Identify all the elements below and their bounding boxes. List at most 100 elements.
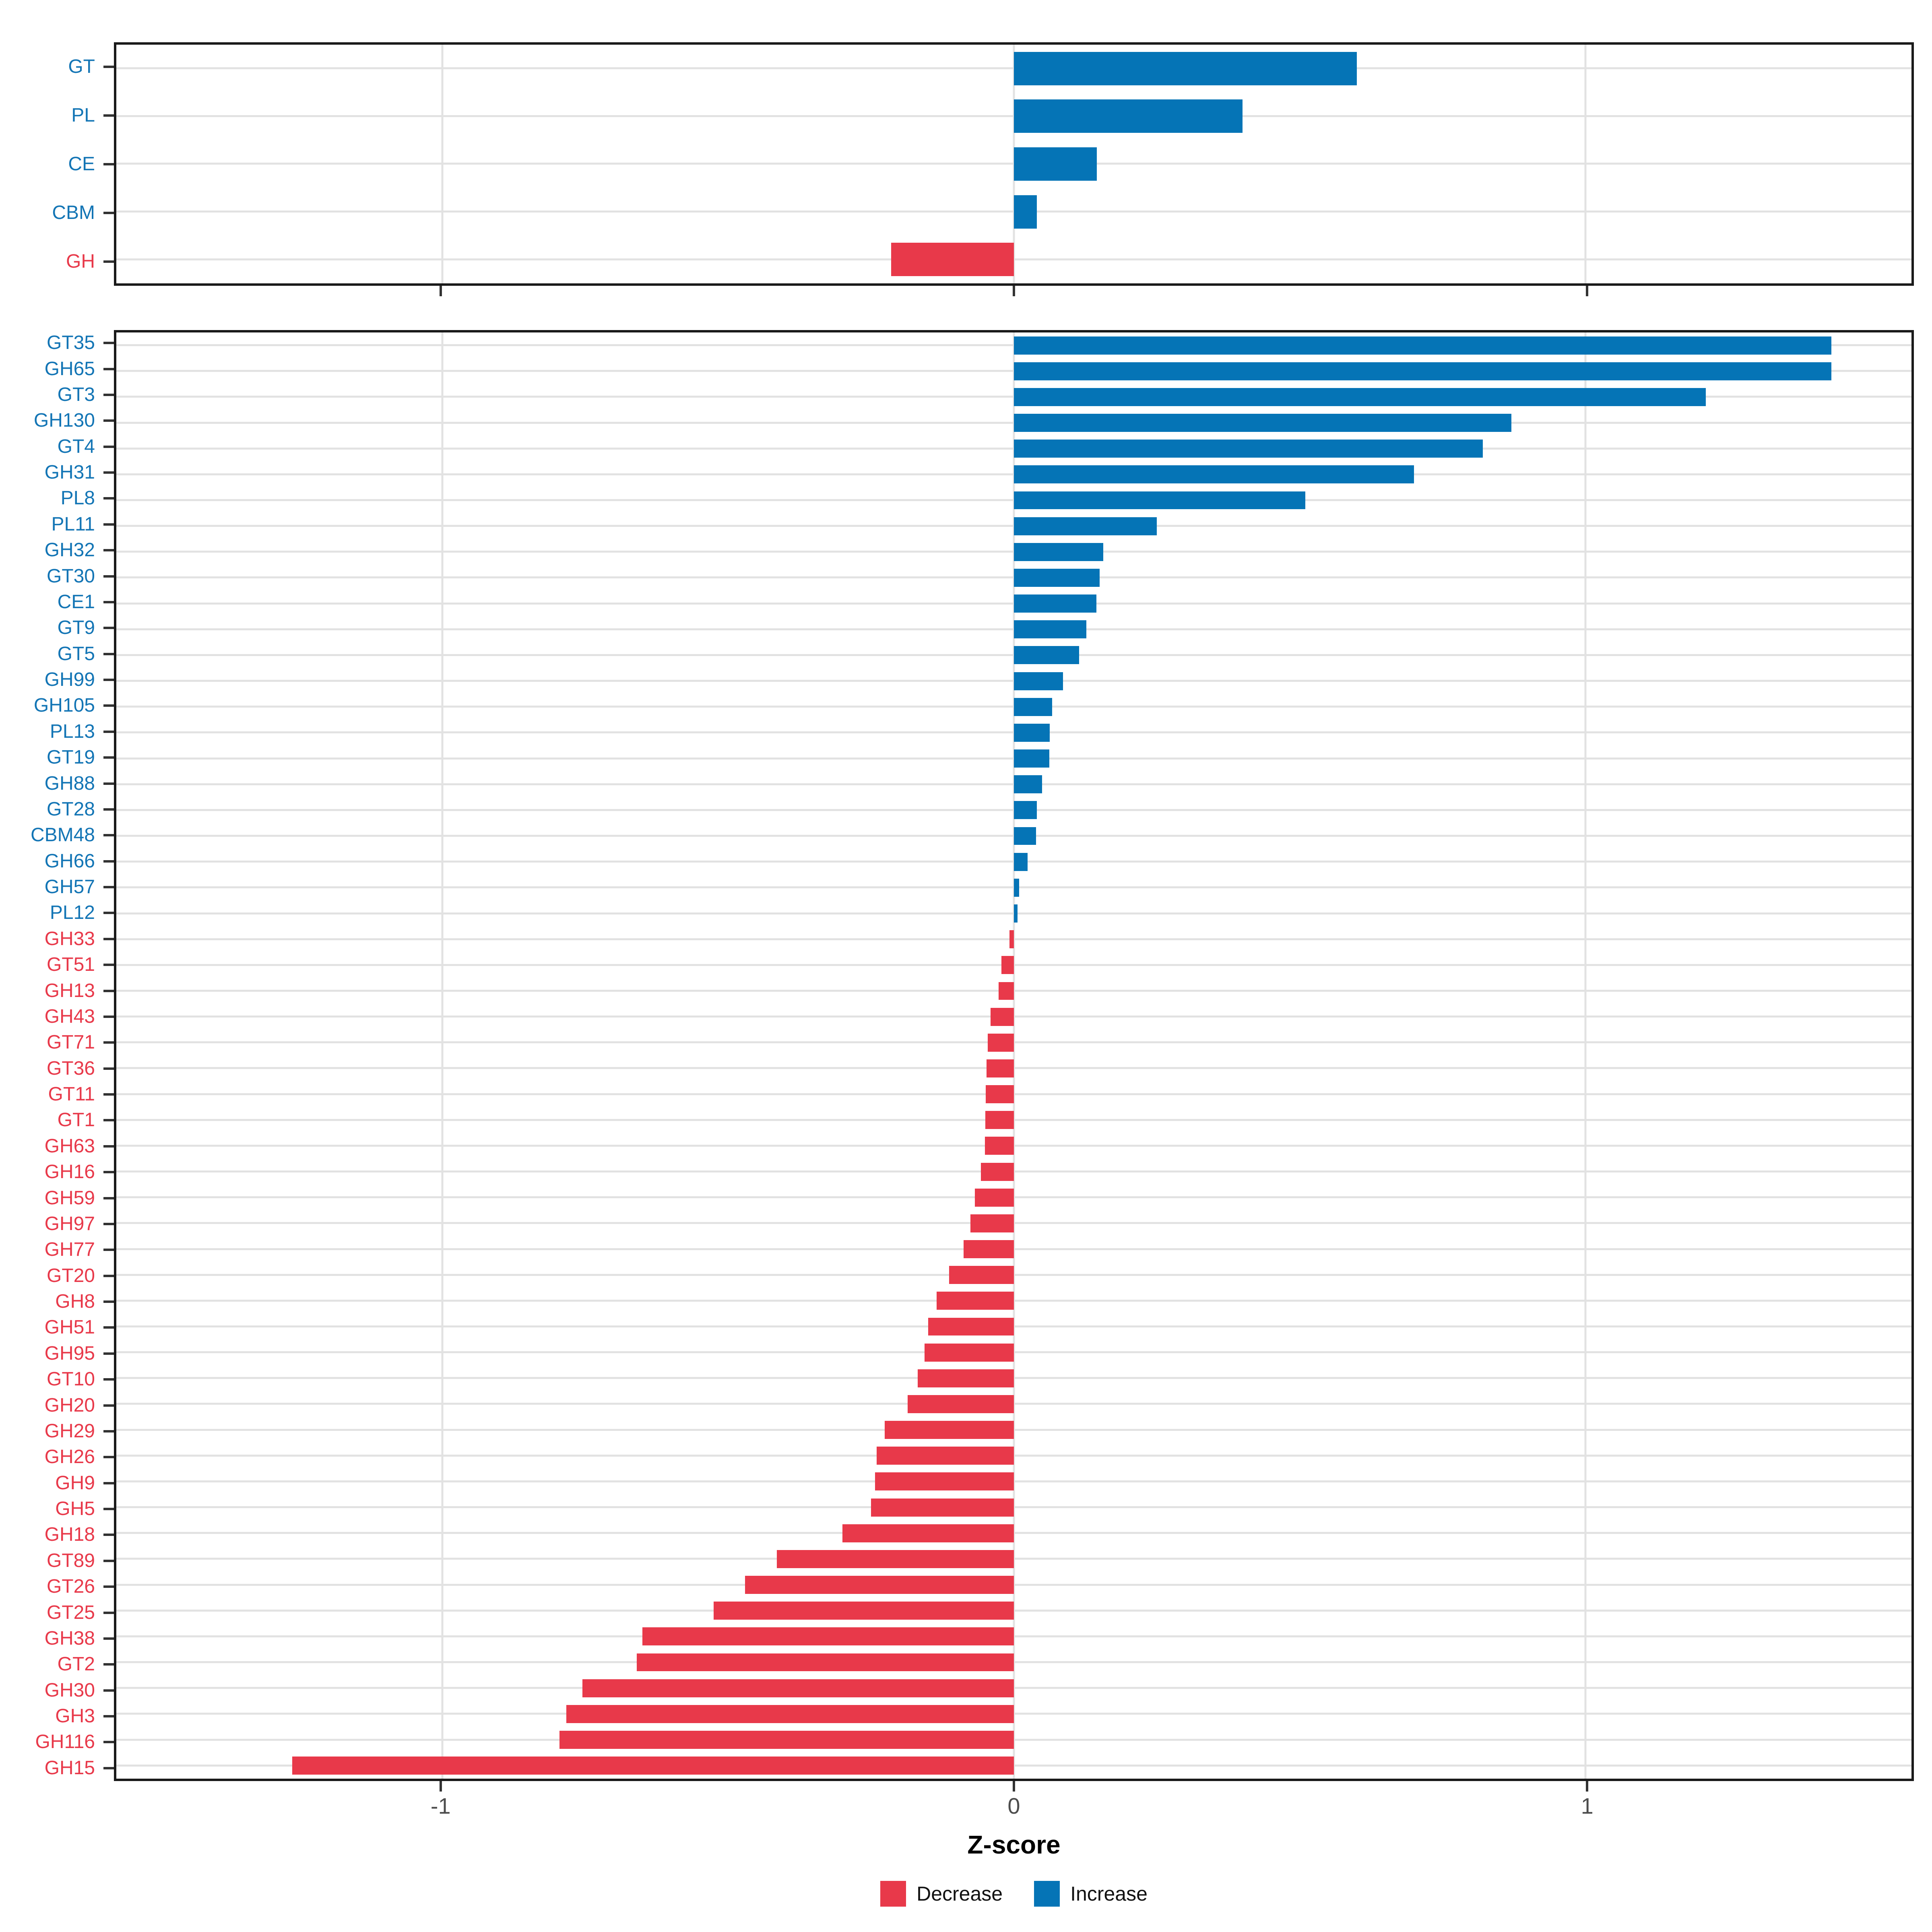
y-tick-cell-GT2 — [101, 1651, 114, 1677]
horizontal-gridline-GH26 — [116, 1454, 1911, 1457]
bar-PL8 — [1014, 491, 1306, 510]
y-tick-cell-GT36 — [101, 1056, 114, 1082]
bar-GH105 — [1014, 698, 1053, 716]
y-tick-cell-GH116 — [101, 1729, 114, 1755]
y-tick-cell-GT3 — [101, 382, 114, 408]
y-tick-GH33 — [103, 937, 114, 940]
y-label-GT5: GT5 — [57, 643, 95, 665]
bar-GT2 — [636, 1653, 1014, 1672]
row-GT4 — [116, 436, 1911, 462]
bar-GH16 — [980, 1162, 1014, 1181]
y-tick-GT10 — [103, 1378, 114, 1381]
x-tick-0 — [1013, 1781, 1015, 1792]
row-GT26 — [116, 1572, 1911, 1598]
legend: Decrease Increase — [114, 1858, 1914, 1907]
bar-GH65 — [1014, 362, 1832, 380]
row-GH57 — [116, 875, 1911, 900]
y-tick-GH20 — [103, 1404, 114, 1407]
y-label-GT1: GT1 — [57, 1109, 95, 1131]
bar-PL13 — [1014, 723, 1050, 742]
y-tick-cell-GT4 — [101, 434, 114, 460]
y-tick-cell-GT26 — [101, 1574, 114, 1600]
y-tick-GT20 — [103, 1274, 114, 1277]
bar-GT11 — [986, 1085, 1014, 1104]
bar-CE1 — [1014, 594, 1096, 613]
bar-GH3 — [566, 1705, 1014, 1723]
y-label-GH38: GH38 — [44, 1627, 95, 1649]
row-GH99 — [116, 668, 1911, 694]
x-tick--1 — [439, 286, 442, 296]
y-label-GH31: GH31 — [44, 462, 95, 483]
bar-GH32 — [1014, 543, 1103, 561]
bar-GH13 — [998, 982, 1014, 1000]
row-GT35 — [116, 332, 1911, 358]
bar-GH51 — [928, 1317, 1014, 1336]
y-label-GH66: GH66 — [44, 850, 95, 872]
y-tick-cell-GT51 — [101, 952, 114, 978]
y-tick-cell-GH5 — [101, 1496, 114, 1522]
y-tick-GH57 — [103, 886, 114, 889]
row-GH32 — [116, 539, 1911, 565]
y-tick-GT51 — [103, 964, 114, 966]
y-tick-cell-GH130 — [101, 408, 114, 433]
y-tick-CBM48 — [103, 834, 114, 837]
bar-PL — [1014, 99, 1243, 133]
bar-GT35 — [1014, 336, 1832, 355]
bar-GT36 — [986, 1059, 1014, 1077]
bar-GT25 — [714, 1602, 1014, 1620]
bar-GT28 — [1014, 801, 1037, 819]
bar-GH31 — [1014, 465, 1414, 484]
row-GH66 — [116, 849, 1911, 875]
y-tick-CBM — [103, 211, 114, 214]
y-tick-cell-CE1 — [101, 589, 114, 615]
y-label-GH15: GH15 — [44, 1757, 95, 1779]
y-tick-cell-GH20 — [101, 1392, 114, 1418]
y-tick-cell-GT20 — [101, 1263, 114, 1289]
y-label-GT71: GT71 — [46, 1032, 95, 1053]
y-tick-cell-GH95 — [101, 1341, 114, 1366]
y-tick-cell-GT71 — [101, 1030, 114, 1055]
row-PL — [116, 93, 1911, 140]
summary-rows — [116, 45, 1911, 283]
row-GH38 — [116, 1624, 1911, 1649]
y-tick-cell-GH66 — [101, 848, 114, 874]
y-label-GT9: GT9 — [57, 617, 95, 639]
horizontal-gridline-GH16 — [116, 1170, 1911, 1173]
y-label-GH57: GH57 — [44, 876, 95, 898]
row-CBM — [116, 188, 1911, 236]
y-tick-GT3 — [103, 393, 114, 396]
y-tick-GH43 — [103, 1015, 114, 1018]
horizontal-gridline-GT20 — [116, 1274, 1911, 1276]
bar-GH — [891, 243, 1014, 277]
row-GH20 — [116, 1391, 1911, 1417]
y-tick-GH99 — [103, 679, 114, 681]
row-PL8 — [116, 487, 1911, 513]
y-tick-cell-GT1 — [101, 1107, 114, 1133]
vertical-gridline--1 — [441, 332, 444, 1779]
y-tick-cell-PL — [101, 91, 114, 140]
row-GH3 — [116, 1701, 1911, 1727]
horizontal-gridline-GT11 — [116, 1093, 1911, 1095]
horizontal-gridline-GT25 — [116, 1609, 1911, 1612]
row-GT28 — [116, 797, 1911, 823]
y-tick-CE — [103, 163, 114, 165]
horizontal-gridline-GH5 — [116, 1506, 1911, 1509]
y-label-GH59: GH59 — [44, 1187, 95, 1209]
row-GT51 — [116, 952, 1911, 978]
horizontal-gridline-GH18 — [116, 1532, 1911, 1534]
bar-GH130 — [1014, 414, 1511, 432]
y-label-GH95: GH95 — [44, 1342, 95, 1364]
y-tick-cell-GH88 — [101, 770, 114, 796]
horizontal-gridline-GH59 — [116, 1196, 1911, 1199]
y-tick-GT2 — [103, 1663, 114, 1666]
row-GH51 — [116, 1314, 1911, 1340]
bar-GT9 — [1014, 620, 1087, 639]
y-label-GT89: GT89 — [46, 1550, 95, 1571]
bar-GT1 — [985, 1111, 1014, 1129]
x-axis-tick-labels: -1 0 1 — [114, 1792, 1914, 1825]
x-tick--1 — [439, 1781, 442, 1792]
families-x-ticks — [114, 1781, 1914, 1792]
y-label-GH8: GH8 — [55, 1291, 95, 1313]
row-GH9 — [116, 1469, 1911, 1494]
y-tick-GH31 — [103, 471, 114, 474]
